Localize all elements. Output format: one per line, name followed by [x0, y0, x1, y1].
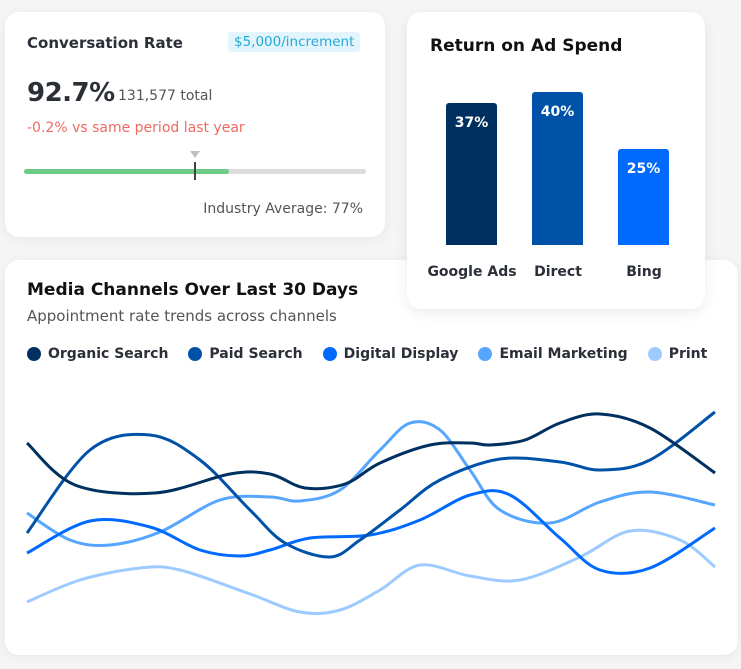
legend-item-digital-display[interactable]: Digital Display: [322, 346, 459, 362]
conversion-rate-value: 92.7%: [27, 78, 115, 108]
marker-arrow-icon: [190, 151, 200, 158]
roas-title: Return on Ad Spend: [430, 36, 623, 56]
conversion-total: 131,577 total: [118, 88, 213, 104]
legend-dot-icon: [27, 347, 41, 361]
legend-dot-icon: [188, 347, 203, 361]
legend-dot-icon: [322, 347, 337, 361]
roas-bar-bing: 25%: [618, 149, 669, 245]
conversion-rate-card: Conversation Rate $5,000/increment 92.7%…: [5, 12, 385, 237]
roas-category-label: Bing: [626, 264, 662, 280]
media-channels-subtitle: Appointment rate trends across channels: [27, 307, 337, 325]
legend-dot-icon: [647, 347, 662, 361]
progress-bar: [24, 151, 366, 180]
progress-marker: [194, 162, 196, 180]
increment-badge: $5,000/increment: [228, 32, 361, 52]
media-channels-card: Media Channels Over Last 30 Days Appoint…: [5, 260, 738, 655]
legend-item-paid-search[interactable]: Paid Search: [188, 346, 303, 362]
return-on-ad-spend-card: Return on Ad Spend 37% Google Ads 40% Direc…: [407, 12, 705, 309]
legend-label: Organic Search: [48, 346, 169, 362]
roas-category-label: Direct: [534, 264, 582, 280]
roas-bar-value: 37%: [454, 115, 489, 131]
legend-label: Paid Search: [209, 346, 303, 362]
conversion-rate-title: Conversation Rate: [27, 34, 183, 52]
legend-item-email-marketing[interactable]: Email Marketing: [478, 346, 628, 362]
legend-label: Digital Display: [343, 346, 459, 362]
legend-dot-icon: [478, 347, 493, 361]
roas-category-label: Google Ads: [427, 264, 517, 280]
legend-label: Email Marketing: [499, 346, 628, 362]
roas-bar-value: 25%: [626, 161, 661, 177]
chart-legend: Organic Search Paid Search Digital Display…: [27, 346, 707, 362]
legend-item-print[interactable]: Print: [647, 346, 708, 362]
progress-bar-fill: [24, 169, 230, 174]
roas-bar-google-ads: 37%: [446, 103, 497, 245]
legend-item-organic-search[interactable]: Organic Search: [27, 346, 168, 362]
roas-bar-value: 40%: [540, 104, 575, 120]
industry-average: Industry Average: 77%: [203, 201, 363, 217]
conversion-change: -0.2% vs same period last year: [27, 120, 245, 136]
legend-label: Print: [668, 346, 708, 362]
roas-bar-direct: 40%: [532, 92, 583, 245]
media-channels-title: Media Channels Over Last 30 Days: [27, 280, 359, 300]
